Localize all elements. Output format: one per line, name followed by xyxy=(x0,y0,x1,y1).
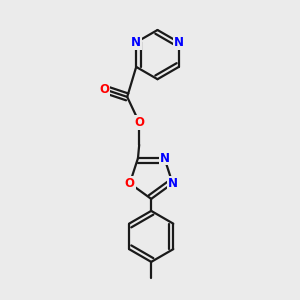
Text: O: O xyxy=(134,116,144,129)
Text: O: O xyxy=(100,83,110,96)
Text: N: N xyxy=(131,36,141,49)
Text: N: N xyxy=(168,177,178,190)
Text: O: O xyxy=(125,177,135,190)
Text: N: N xyxy=(159,152,170,165)
Text: N: N xyxy=(174,36,184,49)
